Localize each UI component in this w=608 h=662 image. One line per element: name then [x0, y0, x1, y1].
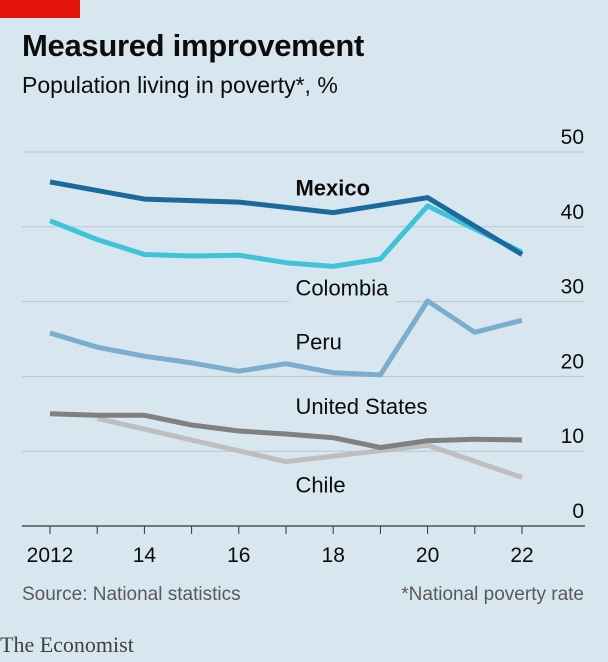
footnote: *National poverty rate	[401, 584, 584, 605]
series-label-colombia: Colombia	[295, 276, 389, 301]
y-tick-label-30: 30	[561, 276, 584, 299]
x-tick-label-2018: 18	[322, 544, 345, 567]
series-line-chile	[96, 415, 523, 480]
x-tick-label-2014: 14	[133, 544, 157, 567]
y-tick-label-0: 0	[572, 500, 584, 523]
y-tick-label-40: 40	[561, 201, 584, 224]
brand-red-tag	[0, 0, 80, 18]
x-tick-label-2012: 2012	[27, 544, 74, 567]
series-label-bg-colombia	[289, 273, 396, 303]
x-tick-label-2020: 20	[416, 544, 439, 567]
y-tick-label-10: 10	[561, 425, 584, 448]
source-note: Source: National statistics	[22, 584, 241, 605]
series-line-peru	[49, 298, 523, 378]
x-tick-label-2022: 22	[510, 544, 533, 567]
y-tick-label-50: 50	[561, 126, 584, 149]
chart-subtitle: Population living in poverty*, %	[22, 72, 338, 98]
x-tick-label-2016: 16	[227, 544, 250, 567]
series-line-colombia	[49, 203, 524, 269]
series-label-united-states: United States	[295, 394, 427, 419]
series-label-mexico: Mexico	[295, 175, 370, 200]
economist-logo: The Economist	[0, 632, 134, 657]
chart-title: Measured improvement	[22, 28, 364, 63]
series-line-mexico	[49, 179, 524, 257]
series-label-peru: Peru	[295, 329, 341, 354]
y-tick-label-20: 20	[561, 350, 584, 373]
series-label-chile: Chile	[295, 472, 345, 497]
series-line-united-states	[49, 411, 523, 450]
